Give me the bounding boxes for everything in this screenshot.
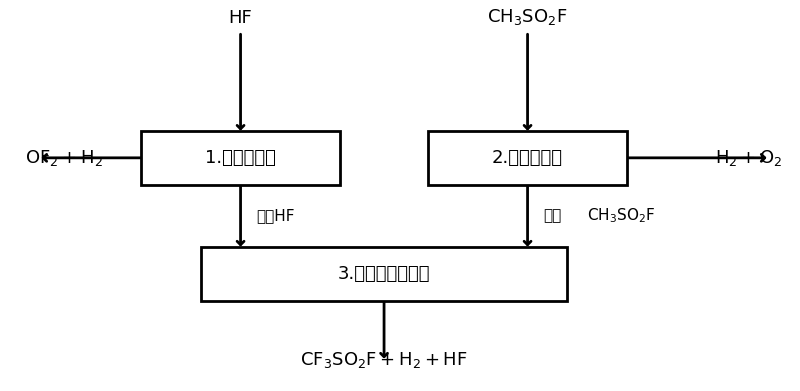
Text: $\mathregular{H_2+O_2}$: $\mathregular{H_2+O_2}$ — [715, 148, 782, 168]
Text: HF: HF — [229, 9, 253, 27]
Text: 2.电化学脱水: 2.电化学脱水 — [492, 149, 563, 167]
Text: $\mathregular{CH_3SO_2F}$: $\mathregular{CH_3SO_2F}$ — [487, 7, 568, 27]
Bar — [141, 131, 340, 185]
Text: $\mathregular{CF_3SO_2F+H_2+HF}$: $\mathregular{CF_3SO_2F+H_2+HF}$ — [300, 350, 468, 370]
Text: 3.电化学氟化反应: 3.电化学氟化反应 — [338, 265, 430, 283]
Text: 无水: 无水 — [543, 208, 562, 223]
Text: 1.电化学脱水: 1.电化学脱水 — [205, 149, 276, 167]
Bar — [428, 131, 627, 185]
Bar — [201, 247, 567, 301]
Text: $\mathregular{OF_2+H_2}$: $\mathregular{OF_2+H_2}$ — [26, 148, 103, 168]
Text: 无水HF: 无水HF — [257, 208, 295, 223]
Text: $\mathregular{CH_3SO_2F}$: $\mathregular{CH_3SO_2F}$ — [587, 206, 656, 225]
